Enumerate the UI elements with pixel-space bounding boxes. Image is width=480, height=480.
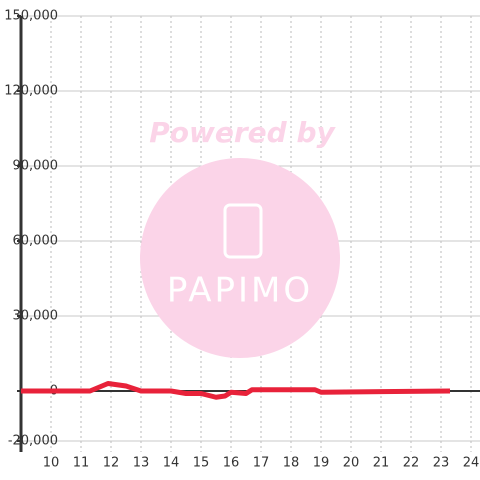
x-tick-label: 19 <box>313 456 330 471</box>
x-tick-label: 13 <box>133 456 150 471</box>
watermark-icon <box>223 203 263 259</box>
x-tick-label: 21 <box>373 456 390 471</box>
y-tick-label: -20,000 <box>8 434 58 449</box>
x-tick-label: 16 <box>223 456 240 471</box>
data-line <box>21 381 451 400</box>
watermark-text: PAPIMO <box>167 271 313 311</box>
y-tick-label: 90,000 <box>13 159 59 174</box>
x-tick-label: 18 <box>283 456 300 471</box>
x-tick-label: 24 <box>463 456 480 471</box>
x-tick-label: 12 <box>103 456 120 471</box>
x-tick-label: 20 <box>343 456 360 471</box>
watermark-text: Powered by <box>149 116 336 149</box>
x-tick-label: 17 <box>253 456 270 471</box>
x-tick-label: 14 <box>163 456 180 471</box>
y-tick-label: 30,000 <box>13 309 59 324</box>
x-tick-label: 23 <box>433 456 450 471</box>
y-tick-label: 120,000 <box>4 84 58 99</box>
x-tick-label: 15 <box>193 456 210 471</box>
x-tick-label: 10 <box>43 456 60 471</box>
y-tick-label: 60,000 <box>13 234 59 249</box>
x-tick-label: 11 <box>73 456 90 471</box>
y-tick-label: 150,000 <box>4 9 58 24</box>
x-tick-label: 22 <box>403 456 420 471</box>
